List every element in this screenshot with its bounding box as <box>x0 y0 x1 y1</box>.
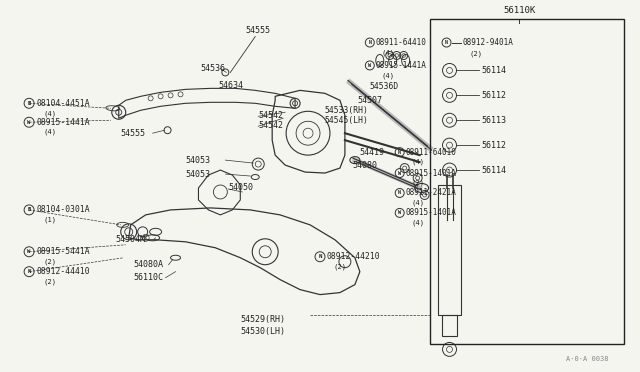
Text: 54529(RH): 54529(RH) <box>240 315 285 324</box>
Text: 54536: 54536 <box>200 64 225 73</box>
Text: 54080: 54080 <box>353 161 378 170</box>
Text: 54050: 54050 <box>228 183 253 192</box>
Text: 54555: 54555 <box>121 129 146 138</box>
Text: (2): (2) <box>412 180 425 186</box>
Text: N: N <box>398 190 401 195</box>
Text: 56110K: 56110K <box>503 6 536 15</box>
Text: 08911-64410: 08911-64410 <box>376 38 427 47</box>
Text: 54504M: 54504M <box>116 235 146 244</box>
Text: 08915-1441A: 08915-1441A <box>376 61 427 70</box>
Text: 54419: 54419 <box>360 148 385 157</box>
Text: (4): (4) <box>382 72 395 78</box>
Text: 54536D: 54536D <box>370 82 399 91</box>
Text: N: N <box>445 40 448 45</box>
Text: (4): (4) <box>412 219 425 226</box>
Text: 56114: 56114 <box>481 166 506 174</box>
Text: 08915-5441A: 08915-5441A <box>36 247 90 256</box>
Text: 56112: 56112 <box>481 141 506 150</box>
Text: 08915-1401A: 08915-1401A <box>406 169 456 177</box>
Text: (4): (4) <box>43 110 56 116</box>
Text: 54530(LH): 54530(LH) <box>240 327 285 336</box>
Text: 08912-9401A: 08912-9401A <box>463 38 513 47</box>
Text: (2): (2) <box>334 263 347 270</box>
Text: (4): (4) <box>412 159 425 165</box>
Text: (4): (4) <box>412 200 425 206</box>
Text: 54542: 54542 <box>258 121 284 130</box>
Bar <box>438 185 461 314</box>
Text: (4): (4) <box>382 49 395 56</box>
Text: N: N <box>318 254 322 259</box>
Bar <box>442 314 458 336</box>
Text: 54053: 54053 <box>186 155 211 164</box>
Text: 56114: 56114 <box>481 66 506 75</box>
Text: W: W <box>28 249 31 254</box>
Text: 54053: 54053 <box>186 170 211 179</box>
Text: 08915-1441A: 08915-1441A <box>36 118 90 127</box>
Text: 54555: 54555 <box>245 26 270 35</box>
Text: B: B <box>28 208 31 212</box>
Text: 08912-44410: 08912-44410 <box>36 267 90 276</box>
Text: 54634: 54634 <box>218 81 243 90</box>
Text: (2): (2) <box>43 278 56 285</box>
Text: W: W <box>398 170 401 176</box>
Text: (2): (2) <box>43 259 56 265</box>
Text: W: W <box>398 211 401 215</box>
Text: 54533(RH): 54533(RH) <box>325 106 369 115</box>
Text: N: N <box>28 269 31 274</box>
Text: 56113: 56113 <box>481 116 506 125</box>
Text: N: N <box>398 150 401 155</box>
Text: W: W <box>368 63 371 68</box>
Text: 08912-44210: 08912-44210 <box>327 252 381 261</box>
Text: B: B <box>28 101 31 106</box>
Text: 08104-4451A: 08104-4451A <box>36 99 90 108</box>
Text: 54080A: 54080A <box>134 260 164 269</box>
Text: 56112: 56112 <box>481 91 506 100</box>
Text: (2): (2) <box>469 50 483 57</box>
Text: 54542: 54542 <box>258 111 284 120</box>
Text: 08911-64010: 08911-64010 <box>406 148 456 157</box>
Bar <box>429 19 624 344</box>
Text: (4): (4) <box>43 129 56 135</box>
Text: (1): (1) <box>43 217 56 223</box>
Text: W: W <box>28 120 31 125</box>
Text: 08915-1401A: 08915-1401A <box>406 208 456 217</box>
Text: 08911-2421A: 08911-2421A <box>406 189 456 198</box>
Text: 56110C: 56110C <box>134 273 164 282</box>
Text: N: N <box>368 40 371 45</box>
Text: A·0·A 0038: A·0·A 0038 <box>566 356 609 362</box>
Text: 54545(LH): 54545(LH) <box>325 116 369 125</box>
Text: 54507: 54507 <box>358 96 383 105</box>
Text: 08104-0301A: 08104-0301A <box>36 205 90 214</box>
